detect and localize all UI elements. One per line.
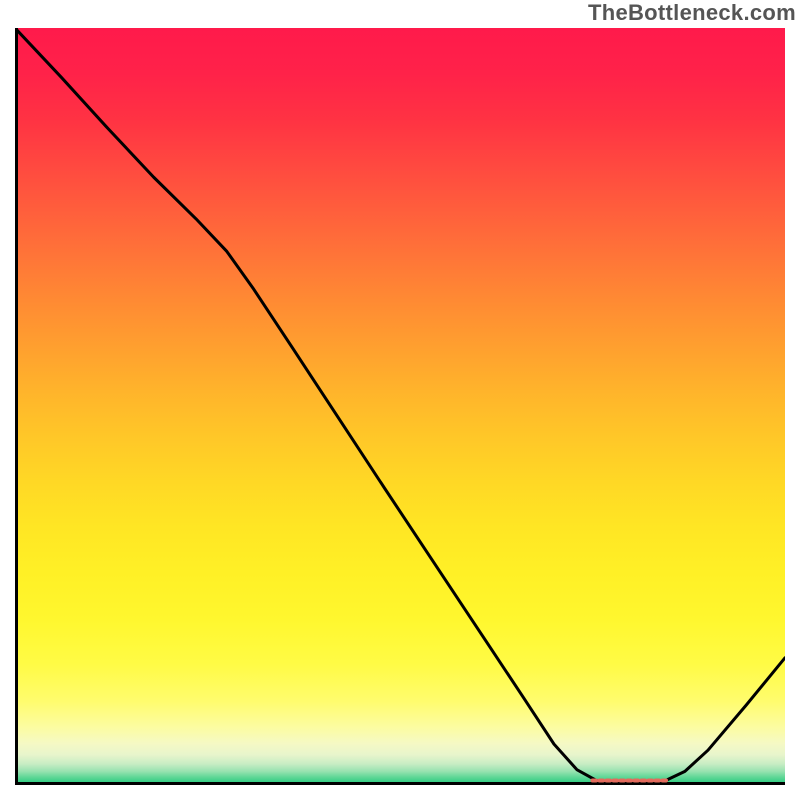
plot-area [15,28,785,785]
chart-container: TheBottleneck.com [0,0,800,800]
chart-svg [15,28,785,785]
gradient-background [15,28,785,785]
watermark-text: TheBottleneck.com [588,0,796,26]
